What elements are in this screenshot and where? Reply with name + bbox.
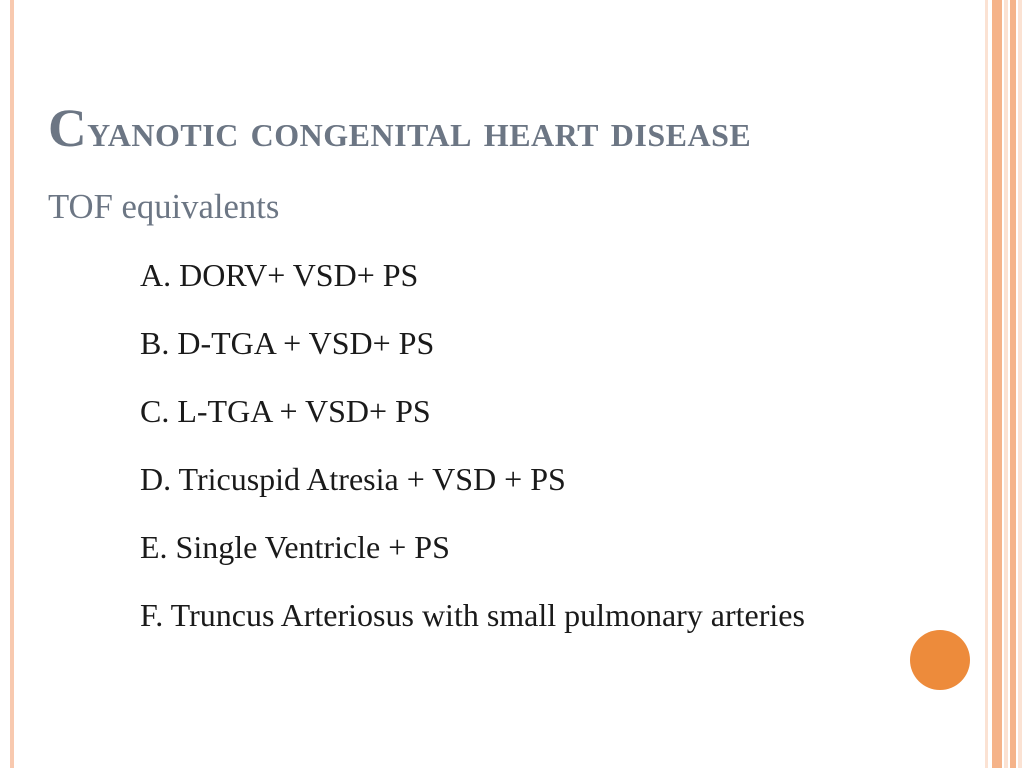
- right-stripe: [1018, 0, 1022, 768]
- right-stripe: [1004, 0, 1008, 768]
- slide-title: Cyanotic congenital heart disease: [48, 98, 964, 160]
- right-stripe: [992, 0, 1002, 768]
- right-stripe: [985, 0, 988, 768]
- accent-circle-icon: [910, 630, 970, 690]
- list-item: A. DORV+ VSD+ PS: [140, 255, 964, 295]
- list-item: B. D-TGA + VSD+ PS: [140, 323, 964, 363]
- slide-content: Cyanotic congenital heart disease TOF eq…: [48, 98, 964, 663]
- left-stripe: [10, 0, 14, 768]
- list-item: E. Single Ventricle + PS: [140, 527, 964, 567]
- slide: Cyanotic congenital heart disease TOF eq…: [0, 0, 1024, 768]
- list-item: D. Tricuspid Atresia + VSD + PS: [140, 459, 964, 499]
- slide-subtitle: TOF equivalents: [48, 188, 964, 227]
- list-item: C. L-TGA + VSD+ PS: [140, 391, 964, 431]
- equivalents-list: A. DORV+ VSD+ PS B. D-TGA + VSD+ PS C. L-T…: [140, 255, 964, 635]
- right-stripe: [1010, 0, 1016, 768]
- list-item: F. Truncus Arteriosus with small pulmona…: [48, 595, 868, 635]
